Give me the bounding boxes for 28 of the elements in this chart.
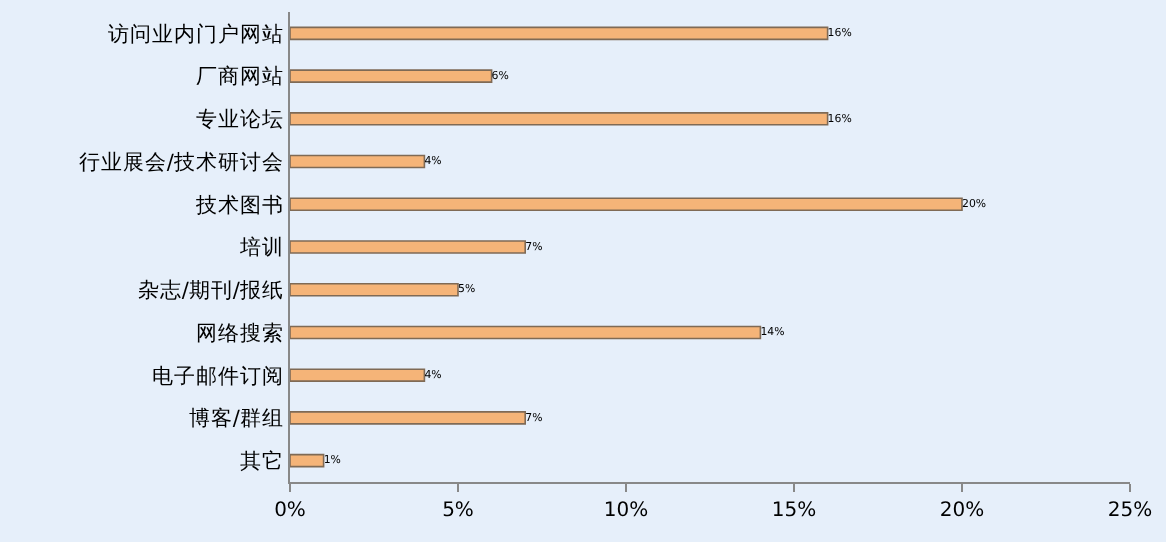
x-tick-label: 25% [1107,500,1153,522]
bar [290,69,493,83]
x-tick-label: 10% [603,500,649,522]
y-tick-label: 专业论坛 [195,106,284,133]
bar [290,282,459,297]
y-tick-label: 访问业内门户网站 [107,20,284,47]
y-tick-label: 电子邮件订阅 [151,362,284,389]
bar [290,112,829,126]
bar [290,154,426,169]
y-tick-label: 网络搜索 [195,319,284,346]
x-tick-label: 20% [939,500,985,522]
x-tick-label: 0% [274,500,306,522]
y-tick-label: 博客/群组 [188,405,284,432]
y-tick-label: 培训 [237,234,284,261]
y-tick-label: 厂商网站 [195,63,284,90]
bar [290,325,762,340]
y-tick-label: 其它 [239,447,284,474]
bar [290,368,426,382]
bar [290,411,526,425]
bar [290,240,526,254]
x-tick-label: 5% [442,500,474,522]
bar [290,453,325,468]
x-tick-label: 15% [771,500,817,522]
y-tick-label: 行业展会/技术研讨会 [78,148,284,175]
bar [290,26,829,41]
bar [290,197,963,212]
y-tick-label: 杂志/期刊/报纸 [137,277,284,304]
y-tick-label: 技术图书 [193,191,284,218]
